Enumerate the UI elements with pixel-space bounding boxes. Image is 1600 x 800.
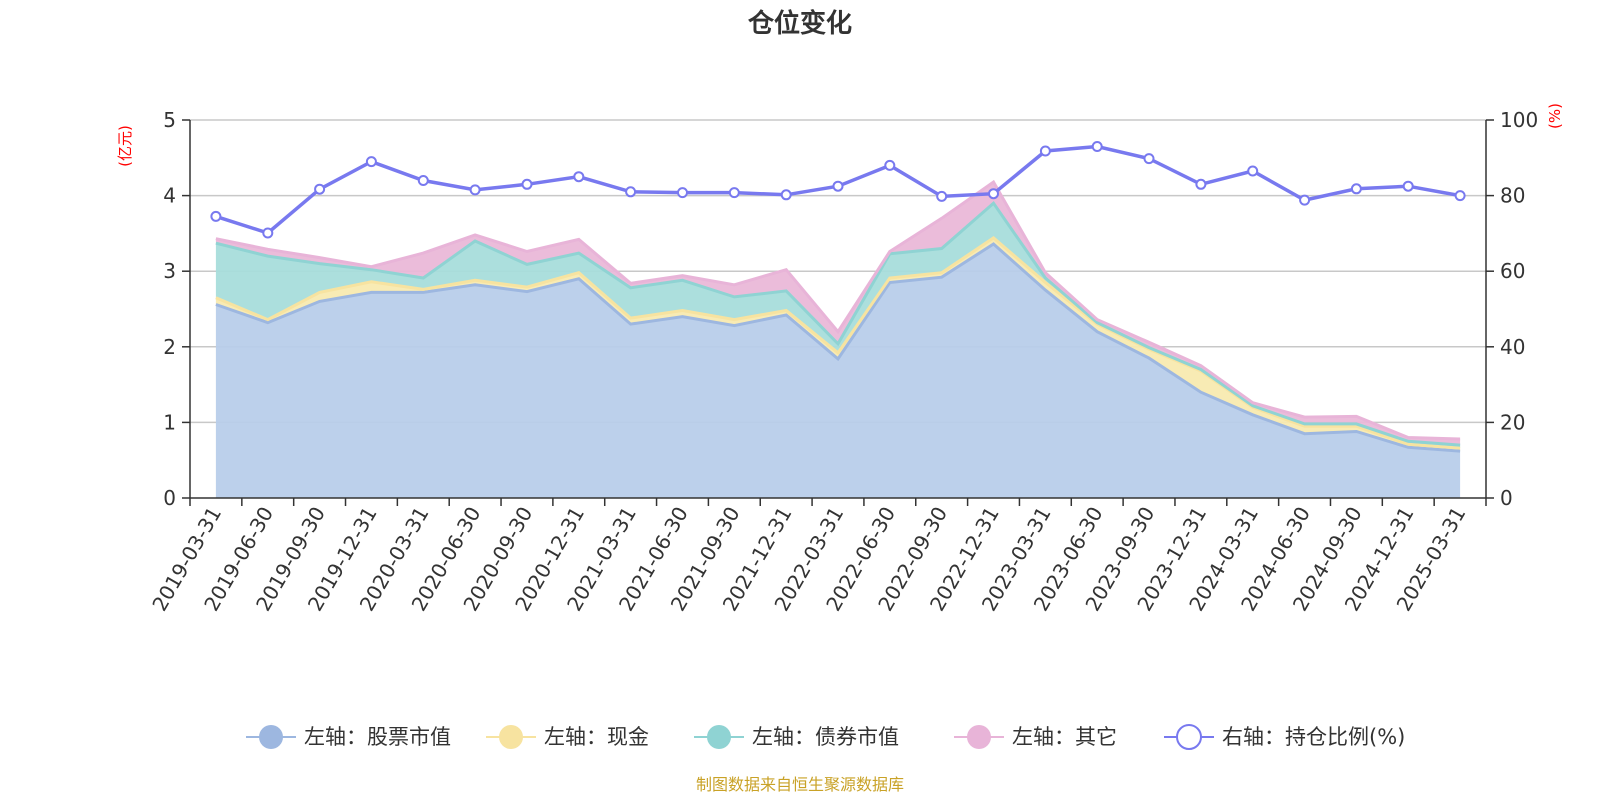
right-tick-label: 0 xyxy=(1500,486,1513,510)
left-tick-label: 5 xyxy=(163,108,176,132)
ratio-line xyxy=(210,141,1466,239)
ratio-point xyxy=(1350,183,1362,195)
area-edge-左轴：股票市值 xyxy=(215,242,1461,453)
legend-marker xyxy=(1176,724,1202,750)
right-tick-label: 20 xyxy=(1500,410,1525,434)
ratio-point xyxy=(1299,194,1311,206)
ratio-point xyxy=(728,187,740,199)
ratio-point xyxy=(469,184,481,196)
right-tick-label: 60 xyxy=(1500,259,1525,283)
left-axis-unit: (亿元) xyxy=(116,125,134,167)
stacked-areas xyxy=(215,179,1461,498)
ratio-point xyxy=(1195,178,1207,190)
right-tick-label: 80 xyxy=(1500,184,1525,208)
legend-marker xyxy=(259,725,283,749)
legend-item: 左轴：其它 xyxy=(954,725,1117,749)
ratio-point xyxy=(780,189,792,201)
area-左轴：其它 xyxy=(215,182,1461,446)
ratio-point xyxy=(210,210,222,222)
source-note: 制图数据来自恒生聚源数据库 xyxy=(696,775,904,794)
ratio-point xyxy=(1091,141,1103,152)
legend-label: 左轴：现金 xyxy=(544,725,649,749)
legend-label: 左轴：其它 xyxy=(1012,725,1117,749)
legend-label: 左轴：债券市值 xyxy=(752,725,899,749)
ratio-point xyxy=(1454,190,1466,202)
right-tick-label: 40 xyxy=(1500,335,1525,359)
legend-item: 左轴：债券市值 xyxy=(694,725,899,749)
ratio-point xyxy=(884,159,896,171)
legend-item: 左轴：股票市值 xyxy=(246,725,451,749)
ratio-point xyxy=(417,175,429,186)
legend-label: 左轴：股票市值 xyxy=(304,725,451,749)
ratio-point xyxy=(365,156,377,168)
area-左轴：股票市值 xyxy=(215,244,1461,498)
ratio-point xyxy=(1247,165,1259,177)
ratio-point xyxy=(262,227,274,239)
ratio-point xyxy=(625,186,637,198)
ratio-point xyxy=(1039,145,1051,157)
ratio-point xyxy=(677,187,688,199)
right-tick-label: 100 xyxy=(1500,108,1538,132)
legend-marker xyxy=(967,725,991,749)
ratio-point xyxy=(521,178,533,190)
legend-label: 右轴：持仓比例(%) xyxy=(1222,725,1405,749)
legend: 左轴：股票市值 左轴：现金 左轴：债券市值 左轴：其它 右轴：持仓比例(%) xyxy=(246,724,1405,750)
area-edge-左轴：其它 xyxy=(215,179,1461,441)
ratio-point xyxy=(573,171,585,183)
left-tick-label: 2 xyxy=(163,335,176,359)
left-tick-label: 4 xyxy=(163,184,176,208)
ratio-point xyxy=(936,190,948,202)
area-edge-左轴：债券市值 xyxy=(215,200,1461,447)
legend-marker xyxy=(707,725,731,749)
right-axis-unit: (%) xyxy=(1546,103,1564,129)
legend-item: 右轴：持仓比例(%) xyxy=(1164,724,1405,750)
ratio-point xyxy=(832,180,844,192)
ratio-point xyxy=(988,188,999,200)
left-tick-label: 3 xyxy=(163,259,176,283)
chart-title: 仓位变化 xyxy=(747,8,852,39)
left-tick-label: 0 xyxy=(163,486,176,510)
left-tick-label: 1 xyxy=(163,410,176,434)
legend-item: 左轴：现金 xyxy=(486,725,649,749)
ratio-point xyxy=(1143,153,1155,165)
legend-marker xyxy=(499,725,523,749)
ratio-point xyxy=(1402,180,1414,192)
ratio-point xyxy=(314,183,326,195)
